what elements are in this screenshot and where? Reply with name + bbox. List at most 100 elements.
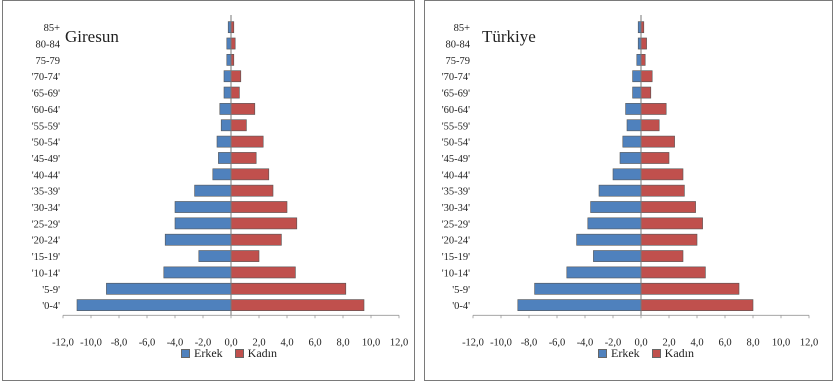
kadin-bar-60-64 xyxy=(640,103,667,115)
kadin-bar-80-84 xyxy=(230,37,236,50)
kadin-bar-45-49 xyxy=(230,152,257,164)
kadin-bar-30-34 xyxy=(230,201,288,213)
erkek-bar-30-34 xyxy=(590,201,642,213)
kadin-bar-15-19 xyxy=(230,250,260,262)
kadin-bar-20-24 xyxy=(230,233,282,246)
age-label-10-14: '10-14' xyxy=(32,268,60,279)
erkek-bar-35-39 xyxy=(598,184,642,197)
erkek-legend-swatch xyxy=(598,349,607,358)
kadin-bar-15-19 xyxy=(640,250,684,262)
erkek-bar-75-79 xyxy=(636,54,642,66)
x-tick-label: -6,0 xyxy=(139,337,156,348)
x-tick-label: 2,0 xyxy=(662,337,675,348)
erkek-bar-35-39 xyxy=(194,184,232,197)
age-label-35-39: '35-39' xyxy=(32,187,60,198)
x-tick-label: -10,0 xyxy=(490,337,512,348)
turkiye-pyramid-chart: 85+ 80-84 75-79 '70-74' '65-69' '60-64' '55-59… xyxy=(442,15,818,348)
x-tick-label: 12,0 xyxy=(800,337,818,348)
age-label-25-29: '25-29' xyxy=(442,219,470,230)
erkek-bar-25-29 xyxy=(174,217,232,230)
erkek-bar-45-49 xyxy=(619,152,642,164)
erkek-bar-0-4 xyxy=(76,299,232,311)
erkek-bar-0-4 xyxy=(517,299,642,311)
x-tick-label: 6,0 xyxy=(718,337,731,348)
age-label-35-39: '35-39' xyxy=(442,187,470,198)
x-tick-label: 8,0 xyxy=(336,337,349,348)
erkek-legend-label: Erkek xyxy=(194,346,223,360)
age-label-20-24: '20-24' xyxy=(442,236,470,247)
kadin-bar-40-44 xyxy=(230,168,270,181)
kadin-bar-50-54 xyxy=(640,135,675,148)
age-label-30-34: '30-34' xyxy=(442,203,470,214)
kadin-bar-0-4 xyxy=(640,299,754,311)
x-tick-label: 0,0 xyxy=(634,337,647,348)
kadin-bar-0-4 xyxy=(230,299,365,311)
erkek-bar-15-19 xyxy=(593,250,642,262)
kadin-legend-swatch xyxy=(651,349,661,358)
kadin-bar-70-74 xyxy=(230,70,242,83)
age-label-50-54: '50-54' xyxy=(32,138,60,149)
giresun-legend: Erkek Kadın xyxy=(181,346,285,361)
kadin-bar-80-84 xyxy=(640,37,647,50)
kadin-bar-55-59 xyxy=(230,119,247,132)
x-tick-label: -6,0 xyxy=(549,337,566,348)
kadin-bar-10-14 xyxy=(230,266,296,279)
age-label-75-79: 75-79 xyxy=(36,56,61,67)
age-label-70-74: '70-74' xyxy=(32,72,60,83)
x-tick-label: -4,0 xyxy=(167,337,184,348)
x-tick-label: 4,0 xyxy=(280,337,293,348)
age-label-30-34: '30-34' xyxy=(32,203,60,214)
erkek-bar-5-9 xyxy=(534,282,642,295)
kadin-bar-10-14 xyxy=(640,266,706,279)
kadin-bar-25-29 xyxy=(640,217,703,230)
x-tick-label: -8,0 xyxy=(111,337,128,348)
age-label-40-44: '40-44' xyxy=(32,170,60,181)
erkek-bar-60-64 xyxy=(219,103,232,115)
erkek-bar-20-24 xyxy=(576,233,642,246)
turkiye-chart-panel: 85+ 80-84 75-79 '70-74' '65-69' '60-64' '55-59… xyxy=(424,0,833,381)
erkek-bar-55-59 xyxy=(220,119,232,132)
x-tick-label: -12,0 xyxy=(52,337,74,348)
kadin-bar-45-49 xyxy=(640,152,670,164)
turkiye-chart-title: Türkiye xyxy=(482,27,536,46)
age-label-5-9: '5-9' xyxy=(452,285,470,296)
age-label-50-54: '50-54' xyxy=(442,138,470,149)
erkek-bar-5-9 xyxy=(106,282,232,295)
kadin-bar-5-9 xyxy=(230,282,347,295)
kadin-bar-35-39 xyxy=(640,184,685,197)
kadin-bar-30-34 xyxy=(640,201,696,213)
age-label-40-44: '40-44' xyxy=(442,170,470,181)
kadin-bar-70-74 xyxy=(640,70,653,83)
x-tick-label: -2,0 xyxy=(605,337,622,348)
erkek-bar-65-69 xyxy=(632,86,642,99)
erkek-bar-40-44 xyxy=(612,168,642,181)
erkek-bar-30-34 xyxy=(174,201,232,213)
age-label-0-4: '0-4' xyxy=(452,301,470,312)
age-label-25-29: '25-29' xyxy=(32,219,60,230)
age-label-80-84: 80-84 xyxy=(36,40,61,51)
kadin-legend-label: Kadın xyxy=(664,346,694,360)
age-label-45-49: '45-49' xyxy=(442,154,470,165)
age-label-55-59: '55-59' xyxy=(442,121,470,132)
age-label-10-14: '10-14' xyxy=(442,268,470,279)
kadin-bar-65-69 xyxy=(640,86,652,99)
age-label-65-69: '65-69' xyxy=(442,89,470,100)
x-tick-label: 4,0 xyxy=(690,337,703,348)
erkek-legend-swatch xyxy=(181,349,190,358)
age-label-15-19: '15-19' xyxy=(32,252,60,263)
x-tick-label: 12,0 xyxy=(390,337,408,348)
x-tick-label: -2,0 xyxy=(195,337,212,348)
age-label-15-19: '15-19' xyxy=(442,252,470,263)
age-label-45-49: '45-49' xyxy=(32,154,60,165)
erkek-bar-10-14 xyxy=(566,266,642,279)
x-tick-label: 2,0 xyxy=(252,337,265,348)
erkek-bar-50-54 xyxy=(622,135,642,148)
x-tick-label: -8,0 xyxy=(521,337,538,348)
x-tick-label: -12,0 xyxy=(462,337,484,348)
erkek-bar-25-29 xyxy=(587,217,642,230)
age-label-80-84: 80-84 xyxy=(446,40,471,51)
age-label-75-79: 75-79 xyxy=(446,56,471,67)
age-label-85plus: 85+ xyxy=(44,23,61,34)
erkek-bar-45-49 xyxy=(218,152,232,164)
kadin-bar-55-59 xyxy=(640,119,660,132)
